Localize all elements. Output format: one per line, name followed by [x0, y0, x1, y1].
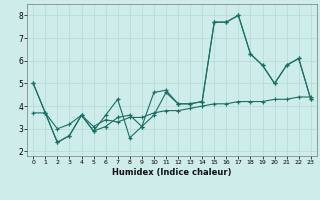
X-axis label: Humidex (Indice chaleur): Humidex (Indice chaleur): [112, 168, 232, 177]
